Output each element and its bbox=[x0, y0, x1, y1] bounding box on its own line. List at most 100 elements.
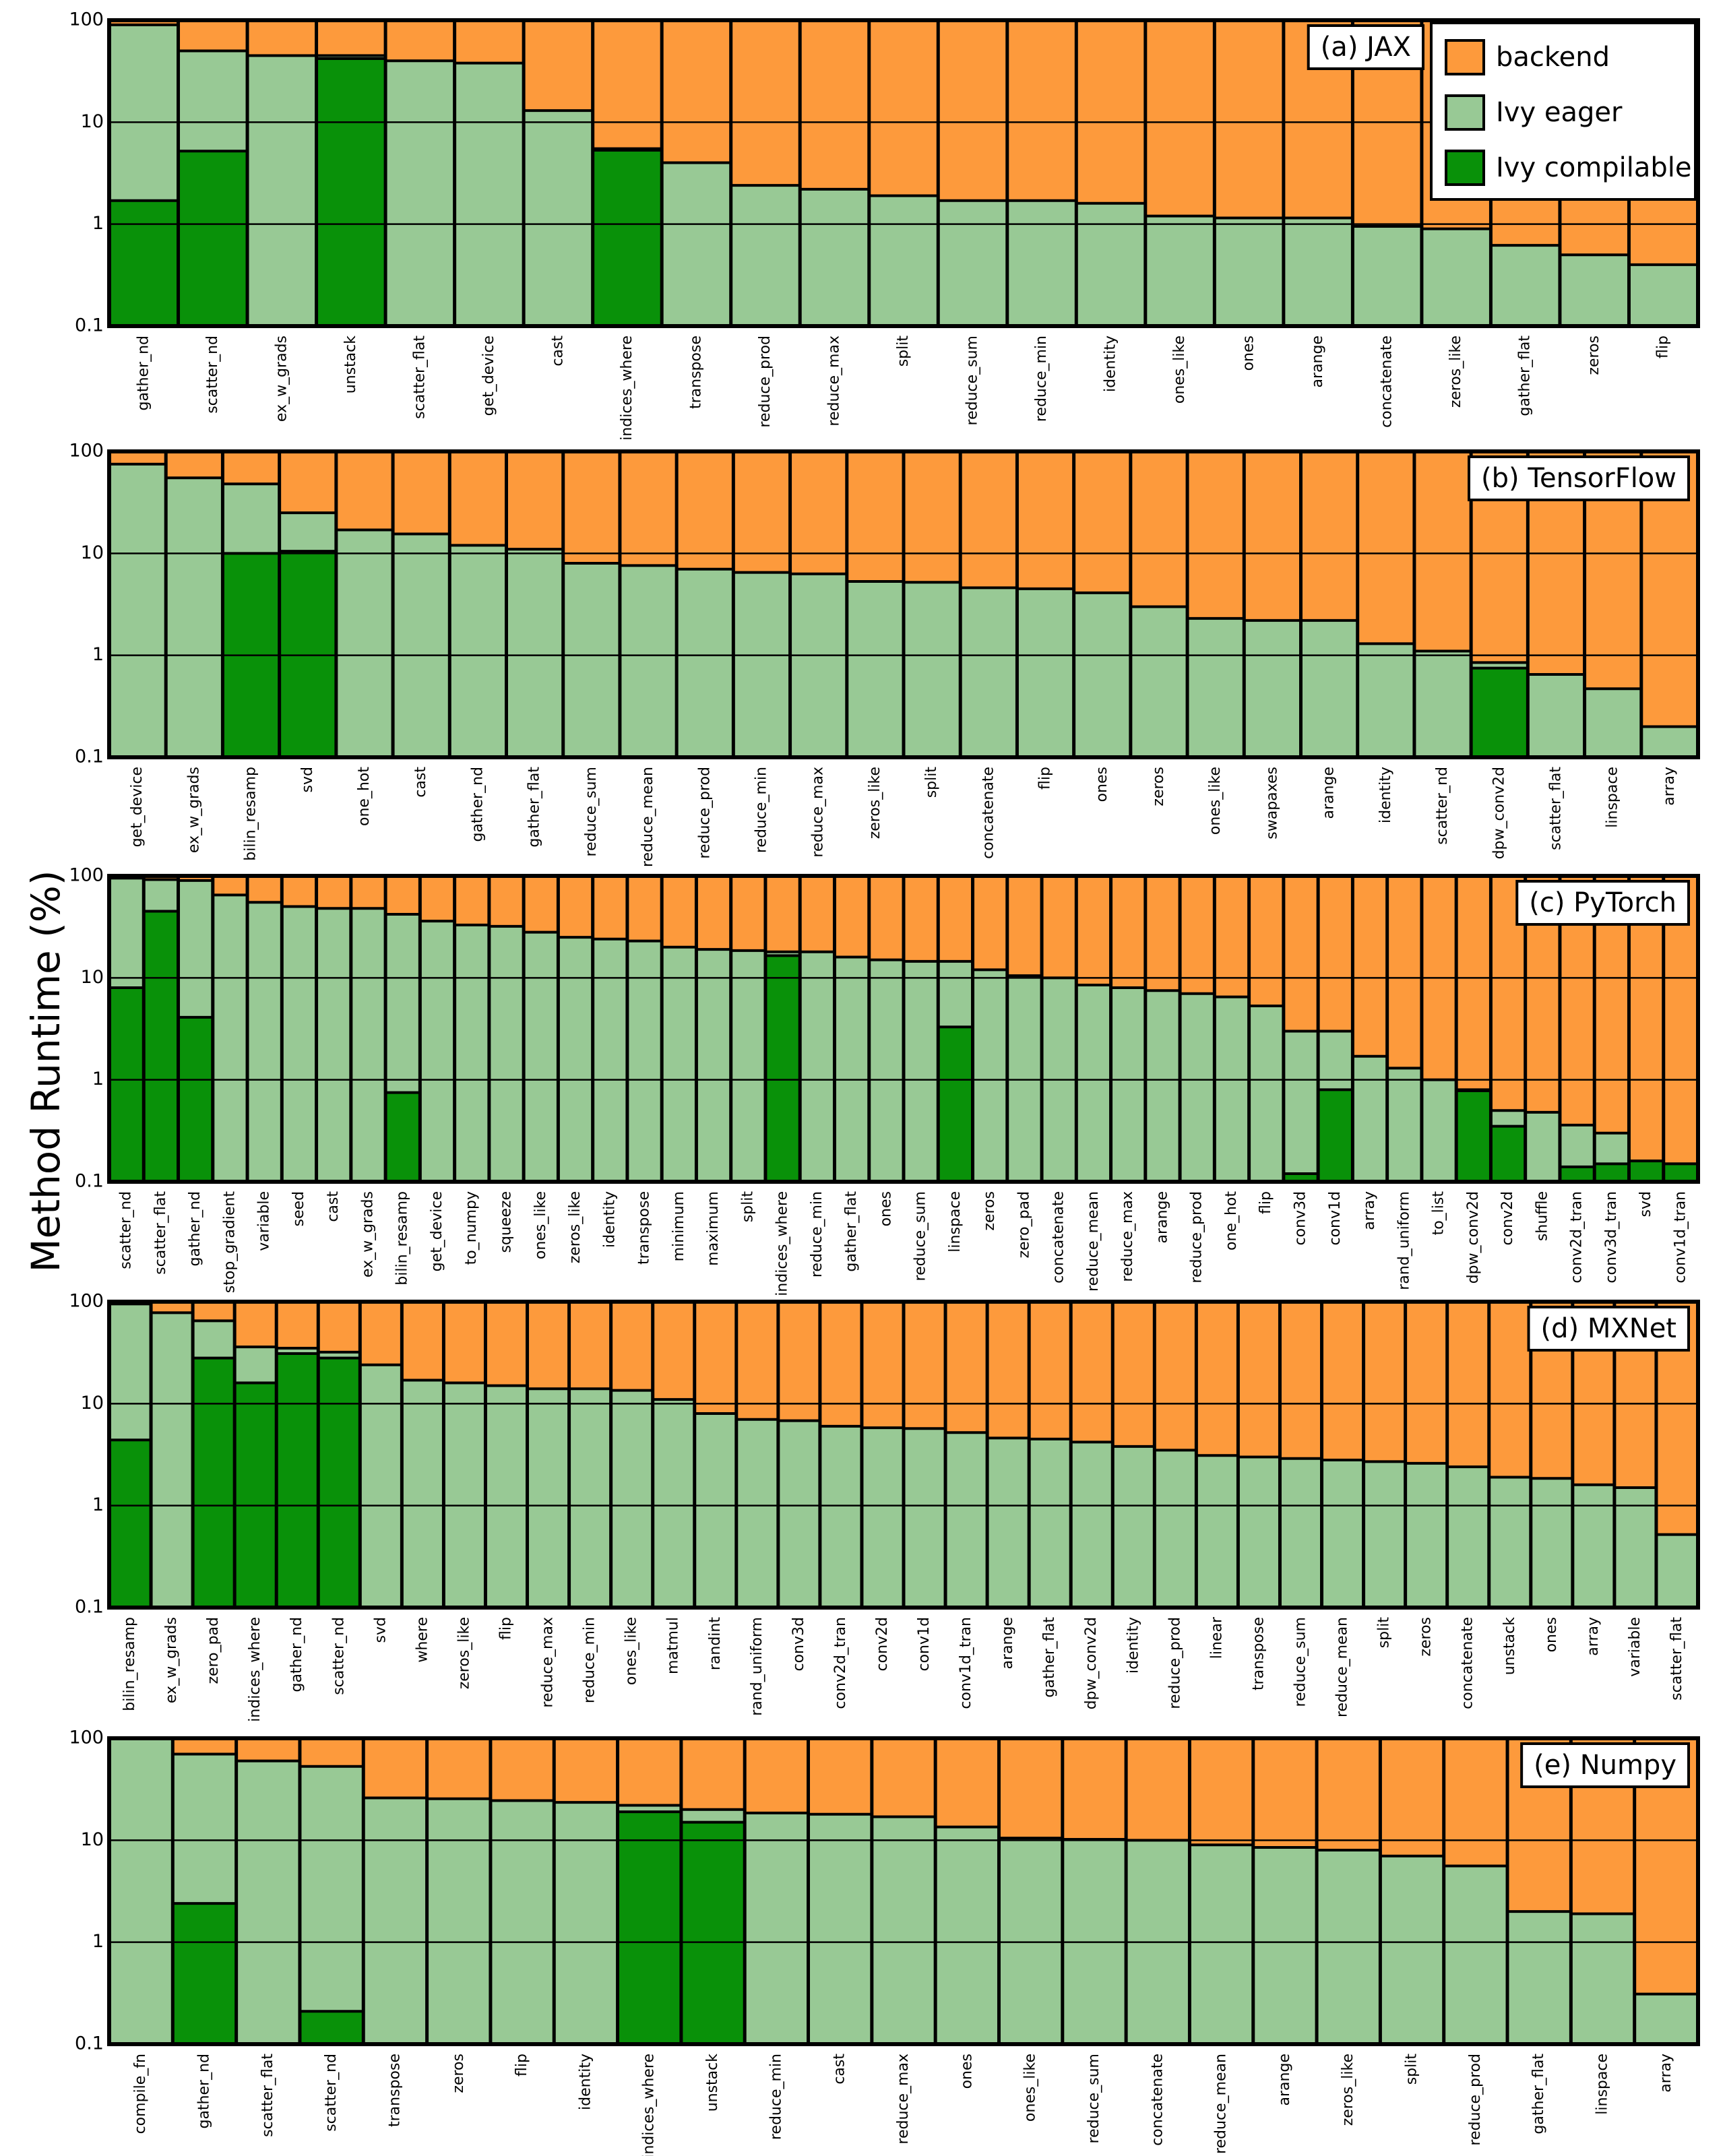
bar-backend-segment bbox=[1196, 1302, 1238, 1456]
bar-ivy-eager-segment bbox=[869, 959, 904, 1182]
x-tick-label: reduce_prod bbox=[1467, 2054, 1484, 2146]
bar-indices_where bbox=[765, 876, 801, 1182]
bar-ivy-eager-segment bbox=[1112, 1446, 1155, 1608]
bar-gather_flat bbox=[834, 876, 869, 1182]
x-tick-label: conv1d_tran bbox=[1672, 1191, 1689, 1283]
bar-ivy-eager-segment bbox=[1525, 1112, 1560, 1182]
legend-swatch bbox=[1445, 94, 1485, 131]
bar-cast bbox=[316, 876, 351, 1182]
bar-backend-segment bbox=[662, 876, 697, 947]
x-tick-label: reduce_prod bbox=[1166, 1617, 1183, 1709]
bar-ivy-eager-segment bbox=[443, 1383, 486, 1608]
bar-backend-segment bbox=[681, 1738, 745, 1810]
panel-frame bbox=[107, 449, 1700, 759]
x-tick-label: gather_flat bbox=[526, 767, 543, 848]
bar-zeros bbox=[1405, 1302, 1447, 1608]
panel-title: (e) Numpy bbox=[1520, 1742, 1690, 1788]
bar-backend-segment bbox=[166, 451, 223, 478]
bar-backend-segment bbox=[765, 876, 801, 952]
bar-ivy-eager-segment bbox=[420, 921, 455, 1182]
x-tick-label: indices_where bbox=[641, 2054, 658, 2156]
bar-ivy-compilable-segment bbox=[1456, 1090, 1491, 1182]
bar-backend-segment bbox=[904, 451, 961, 583]
bar-ivy-eager-segment bbox=[677, 569, 734, 757]
bar-ivy-eager-segment bbox=[299, 1766, 364, 2044]
bar-ivy-eager-segment bbox=[808, 1814, 872, 2044]
bar-backend-segment bbox=[1110, 876, 1146, 988]
bar-scatter_nd bbox=[318, 1302, 360, 1608]
bar-backend-segment bbox=[972, 876, 1007, 970]
bar-backend-segment bbox=[563, 451, 620, 563]
x-tick-label: ones bbox=[877, 1191, 894, 1226]
x-tick-label: zeros bbox=[1418, 1617, 1435, 1657]
bar-reduce_prod bbox=[677, 451, 734, 757]
bar-ivy-eager-segment bbox=[360, 1364, 402, 1608]
x-tick-label: scatter_flat bbox=[1547, 767, 1564, 850]
panel-1: 100 10 1 0.1 gather_nd scatter_nd ex_w_grads un… bbox=[69, 9, 1700, 441]
bar-ivy-eager-segment bbox=[935, 1827, 999, 2044]
bar-cast bbox=[524, 20, 593, 326]
x-tick-label: reduce_max bbox=[810, 767, 827, 858]
bar-ivy-compilable-segment bbox=[1283, 1174, 1319, 1182]
x-tick-label: gather_flat bbox=[1041, 1617, 1058, 1698]
bar-ivy-eager-segment bbox=[1584, 689, 1641, 757]
bar-ivy-eager-segment bbox=[247, 55, 317, 327]
bar-ivy-eager-segment bbox=[554, 1802, 618, 2044]
bar-backend-segment bbox=[1062, 1738, 1127, 1840]
x-tick-label: get_device bbox=[429, 1191, 445, 1271]
bar-rand_uniform bbox=[1387, 876, 1422, 1182]
x-tick-label: variable bbox=[256, 1191, 273, 1251]
bar-maximum bbox=[696, 876, 731, 1182]
x-tick-label: split bbox=[895, 336, 912, 367]
x-tick-label: seed bbox=[290, 1191, 307, 1227]
bar-ivy-eager-segment bbox=[524, 932, 559, 1182]
bar-backend-segment bbox=[178, 20, 248, 51]
bar-backend-segment bbox=[904, 1302, 946, 1429]
bar-backend-segment bbox=[1387, 876, 1422, 1069]
x-tick-label: conv2d_tran bbox=[832, 1617, 849, 1709]
y-tick-label: 1 bbox=[92, 213, 104, 234]
bar-reduce_max bbox=[1110, 876, 1146, 1182]
bar-indices_where bbox=[592, 20, 662, 327]
x-tick-label: linear bbox=[1208, 1616, 1225, 1659]
x-tick-label: gather_nd bbox=[195, 2054, 212, 2129]
panel-title-text: (a) JAX bbox=[1321, 32, 1411, 63]
bar-zeros_like bbox=[846, 451, 904, 757]
bar-ivy-eager-segment bbox=[790, 573, 847, 757]
bar-reduce_min bbox=[733, 451, 790, 757]
y-tick-label: 1 bbox=[92, 644, 104, 665]
x-tick-label: zeros bbox=[450, 2054, 467, 2093]
bar-backend-segment bbox=[316, 876, 351, 909]
bar-conv3d bbox=[778, 1302, 820, 1608]
bar-arange bbox=[987, 1302, 1030, 1608]
bar-backend-segment bbox=[247, 20, 317, 56]
bar-ivy-eager-segment bbox=[1145, 990, 1181, 1182]
bar-backend-segment bbox=[808, 1738, 872, 1814]
bar-ivy-eager-segment bbox=[363, 1798, 427, 2044]
bar-reduce_mean bbox=[1321, 1302, 1364, 1608]
bar-backend-segment bbox=[1488, 1302, 1531, 1478]
bar-backend-segment bbox=[834, 876, 869, 957]
x-tick-label: identity bbox=[1102, 336, 1119, 392]
bar-ivy-eager-segment bbox=[1488, 1477, 1531, 1608]
bar-ivy-eager-segment bbox=[904, 961, 939, 1182]
x-tick-label: concatenate bbox=[1149, 2054, 1166, 2146]
x-tick-label: zeros_like bbox=[1447, 336, 1464, 408]
bar-backend-segment bbox=[360, 1302, 402, 1365]
x-tick-label: flip bbox=[513, 2054, 530, 2076]
legend-label: backend bbox=[1496, 42, 1610, 73]
bar-ivy-eager-segment bbox=[1559, 255, 1629, 326]
bar-ivy-eager-segment bbox=[1507, 1911, 1571, 2044]
bar-scatter_flat bbox=[236, 1738, 300, 2044]
bar-backend-segment bbox=[178, 876, 213, 881]
bar-ivy-compilable-segment bbox=[617, 1812, 681, 2044]
bar-ivy-eager-segment bbox=[662, 947, 697, 1182]
bar-backend-segment bbox=[1017, 451, 1074, 589]
bar-backend-segment bbox=[558, 876, 593, 938]
panel-title-box bbox=[1520, 1742, 1690, 1788]
bar-svd bbox=[279, 451, 336, 757]
y-tick-label: 0.1 bbox=[75, 1597, 104, 1618]
bar-ivy-eager-segment bbox=[733, 572, 790, 757]
bar-backend-segment bbox=[1076, 876, 1111, 986]
bar-backend-segment bbox=[454, 876, 489, 925]
